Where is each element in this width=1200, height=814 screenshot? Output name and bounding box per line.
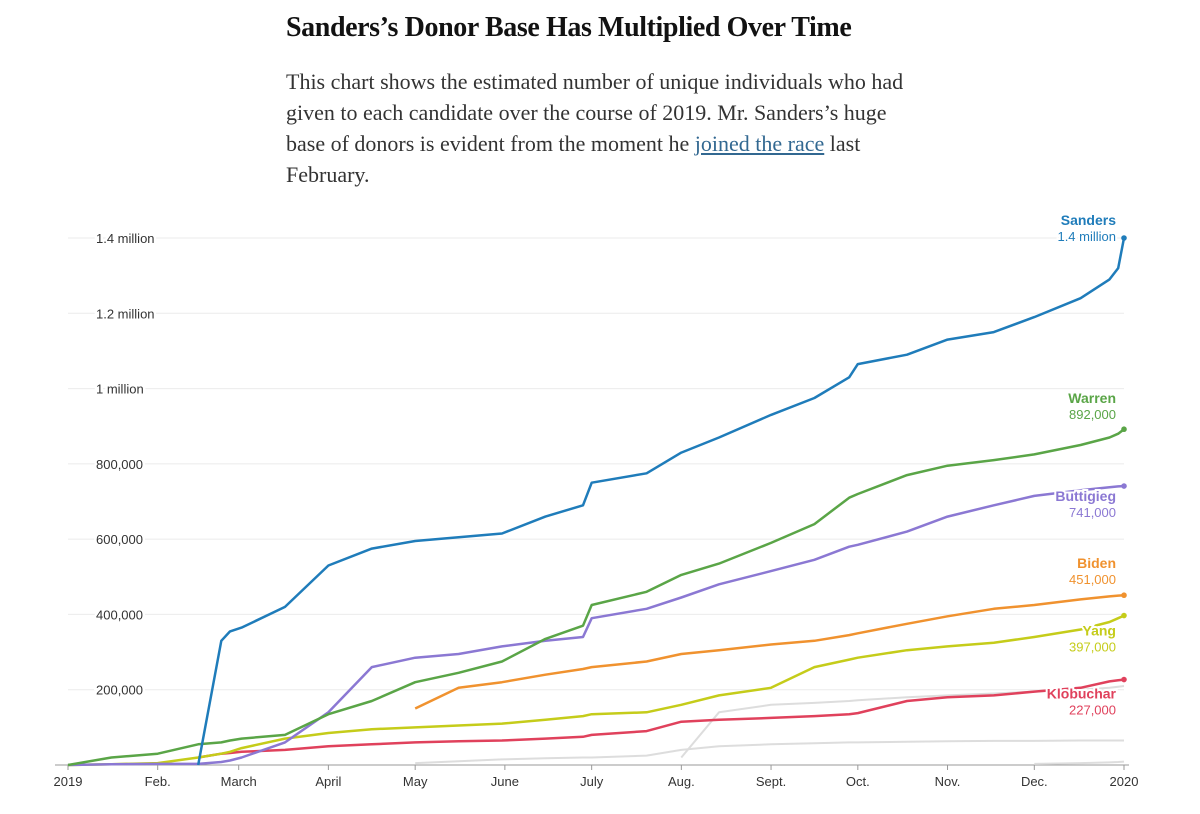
y-tick-label: 1.2 million — [96, 306, 155, 321]
header: Sanders’s Donor Base Has Multiplied Over… — [286, 8, 926, 190]
x-tick-label: Nov. — [935, 774, 961, 789]
data-label: 741,000 — [1069, 505, 1116, 520]
chart-title: Sanders’s Donor Base Has Multiplied Over… — [286, 12, 852, 43]
line — [196, 237, 1126, 766]
line — [415, 739, 1124, 765]
x-tick-label: July — [580, 774, 604, 789]
data-label: 451,000 — [1069, 572, 1116, 587]
x-tick-label: Feb. — [145, 774, 171, 789]
line — [414, 593, 1125, 710]
x-tick-label: March — [221, 774, 257, 789]
line — [67, 428, 1125, 767]
x-tick-label: May — [403, 774, 428, 789]
end-dot — [1121, 592, 1127, 599]
data-label: 397,000 — [1069, 640, 1116, 655]
legend-label: Klobuchar — [1047, 686, 1117, 702]
data-label: 227,000 — [1069, 703, 1116, 718]
legend-label: Sanders — [1061, 212, 1116, 228]
x-tick-label: April — [315, 774, 341, 789]
x-tick-label: 2019 — [54, 774, 83, 789]
x-tick-label: Oct. — [846, 774, 870, 789]
data-label: 892,000 — [1069, 407, 1116, 422]
subtitle-text: last February. — [286, 131, 861, 187]
line — [67, 614, 1125, 767]
line — [1034, 760, 1125, 765]
x-tick-label: June — [491, 774, 519, 789]
end-dot — [1121, 426, 1127, 433]
end-dot — [1121, 235, 1127, 241]
y-tick-label: 200,000 — [96, 683, 143, 698]
line — [67, 484, 1125, 767]
y-tick-label: 400,000 — [96, 607, 143, 622]
x-tick-label: 2020 — [1110, 774, 1139, 789]
subtitle-text: This chart shows the estimated number of… — [286, 69, 904, 156]
y-tick-label: 1.4 million — [96, 231, 155, 246]
end-dot — [1121, 676, 1127, 683]
y-tick-label: 800,000 — [96, 457, 143, 472]
end-dot — [1121, 483, 1127, 489]
legend-label: Buttigieg — [1055, 488, 1116, 504]
x-tick-label: Aug. — [668, 774, 695, 789]
x-tick-label: Sept. — [756, 774, 786, 789]
subtitle: This chart shows the estimated number of… — [286, 66, 906, 190]
legend-label: Yang — [1083, 623, 1116, 639]
legend-label: Biden — [1077, 555, 1116, 571]
data-label: 1.4 million — [1057, 229, 1116, 244]
legend-label: Warren — [1068, 390, 1116, 406]
line — [680, 685, 1125, 759]
link[interactable]: joined the race — [694, 131, 825, 156]
line — [197, 678, 1125, 759]
y-tick-label: 1 million — [96, 382, 144, 397]
y-tick-label: 600,000 — [96, 532, 143, 547]
end-dot — [1121, 612, 1127, 619]
x-tick-label: Dec. — [1021, 774, 1048, 789]
